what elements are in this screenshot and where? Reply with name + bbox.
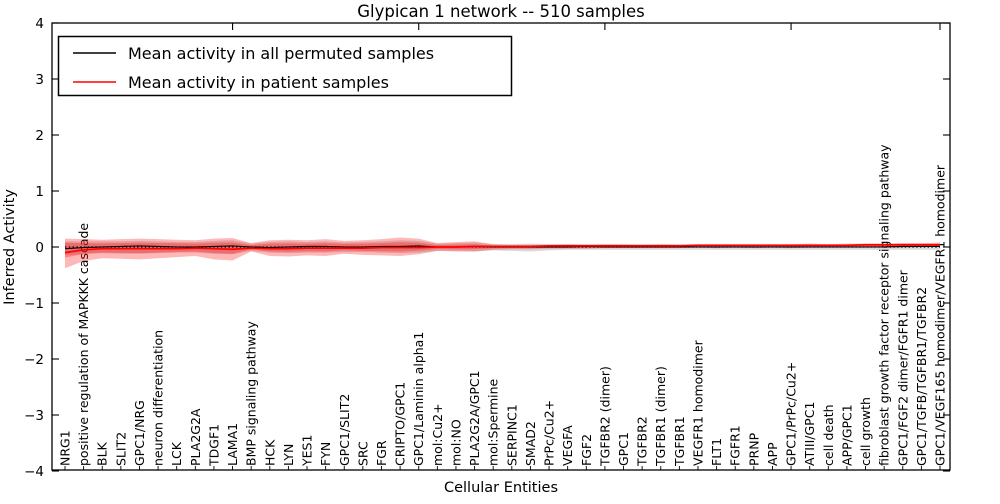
y-tick-label: 1 <box>35 184 44 200</box>
x-tick-label: GPC1/PrPc/Cu2+ <box>784 362 799 466</box>
x-tick-label: mol:NO <box>448 419 463 466</box>
x-tick-label: SLIT2 <box>113 432 128 466</box>
patient-envelope-band <box>65 237 940 269</box>
legend-frame <box>57 35 513 97</box>
y-tick-label: −1 <box>24 296 44 312</box>
x-tick-label: GPC1/FGF2 dimer/FGFR1 dimer <box>895 269 910 466</box>
plot-overlay: Glypican 1 network -- 510 samples Cellul… <box>2 2 645 496</box>
x-tick-label: positive regulation of MAPKKK cascade <box>76 223 91 466</box>
y-tick-label: 0 <box>35 240 44 256</box>
x-tick-label: TDGF1 <box>206 424 221 467</box>
x-tick-label: LAMA1 <box>225 423 240 466</box>
x-tick-label: FGFR1 <box>728 425 743 466</box>
x-tick-label: SMAD2 <box>523 421 538 466</box>
y-tick-label: −2 <box>24 352 44 368</box>
x-tick-label: PRNP <box>746 432 761 466</box>
x-tick-label: APP/GPC1 <box>839 404 854 466</box>
x-tick-label: TGFBR1 <box>672 416 687 467</box>
x-tick-label: SRC <box>355 441 370 466</box>
legend-label-patient: Mean activity in patient samples <box>128 73 389 92</box>
y-tick-label: 2 <box>35 128 44 144</box>
x-tick-label: PLA2G2A <box>188 408 203 466</box>
x-tick-label: GPC1/TGFB/TGFBR1/TGFBR2 <box>914 287 929 466</box>
legend-label-permuted: Mean activity in all permuted samples <box>128 44 434 63</box>
x-tick-label: fibroblast growth factor receptor signal… <box>877 144 892 466</box>
x-tick-label: LCK <box>169 441 184 466</box>
x-tick-label: PrPc/Cu2+ <box>542 400 557 466</box>
plot-generated-layer: NRG1 positive regulation of MAPKKK cascad… <box>24 16 951 480</box>
chart-title: Glypican 1 network -- 510 samples <box>357 2 645 21</box>
patient-mean-line <box>64 243 940 254</box>
y-tick-label: −3 <box>24 408 44 424</box>
x-tick-label: cell growth <box>858 397 873 466</box>
x-tick-label: LYN <box>281 444 296 466</box>
x-tick-label: FYN <box>318 442 333 466</box>
x-tick-label: VEGFR1 homodimer <box>690 339 705 466</box>
x-tick-label: VEGFA <box>560 425 575 466</box>
y-tick-label: 4 <box>35 16 44 32</box>
x-axis-label: Cellular Entities <box>444 480 558 496</box>
y-axis-label: Inferred Activity <box>2 189 18 305</box>
x-tick-label: TGFBR1 (dimer) <box>653 366 668 467</box>
x-tick-label: TGFBR2 <box>635 416 650 467</box>
x-tick-label: HCK <box>262 439 277 466</box>
x-tick-label: TGFBR2 (dimer) <box>597 366 612 467</box>
x-tick-label: GPC1/SLIT2 <box>337 394 352 466</box>
x-tick-label: NRG1 <box>58 430 73 466</box>
legend: Mean activity in all permuted samples Me… <box>57 35 513 97</box>
x-tick-label: FGR <box>374 440 389 466</box>
x-tick-label: mol:Cu2+ <box>430 403 445 466</box>
x-tick-label: PLA2G2A/GPC1 <box>467 370 482 466</box>
x-tick-label: BMP signaling pathway <box>244 321 259 466</box>
y-tick-label: 3 <box>35 72 44 88</box>
x-tick-label: FLT1 <box>709 438 724 466</box>
x-tick-label: cell death <box>821 404 836 466</box>
x-tick-label: mol:Spermine <box>486 378 501 466</box>
x-tick-label: FGF2 <box>579 434 594 466</box>
x-tick-label: GPC1/VEGF165 homodimer/VEGFR1 homodimer <box>933 164 948 466</box>
x-tick-label: GPC1/NRG <box>132 400 147 466</box>
x-tick-label: GPC1 <box>616 432 631 466</box>
x-tick-label: SERPINC1 <box>504 404 519 466</box>
y-tick-label: −4 <box>24 464 44 480</box>
x-tick-label: YES1 <box>300 435 315 467</box>
x-tick-label: neuron differentiation <box>151 330 166 466</box>
x-tick-label: APP <box>765 442 780 466</box>
x-tick-label: CRIPTO/GPC1 <box>393 382 408 466</box>
x-tick-label: ATIII/GPC1 <box>802 402 817 466</box>
x-tick-label: GPC1/Laminin alpha1 <box>411 332 426 466</box>
x-tick-label: BLK <box>95 441 110 466</box>
